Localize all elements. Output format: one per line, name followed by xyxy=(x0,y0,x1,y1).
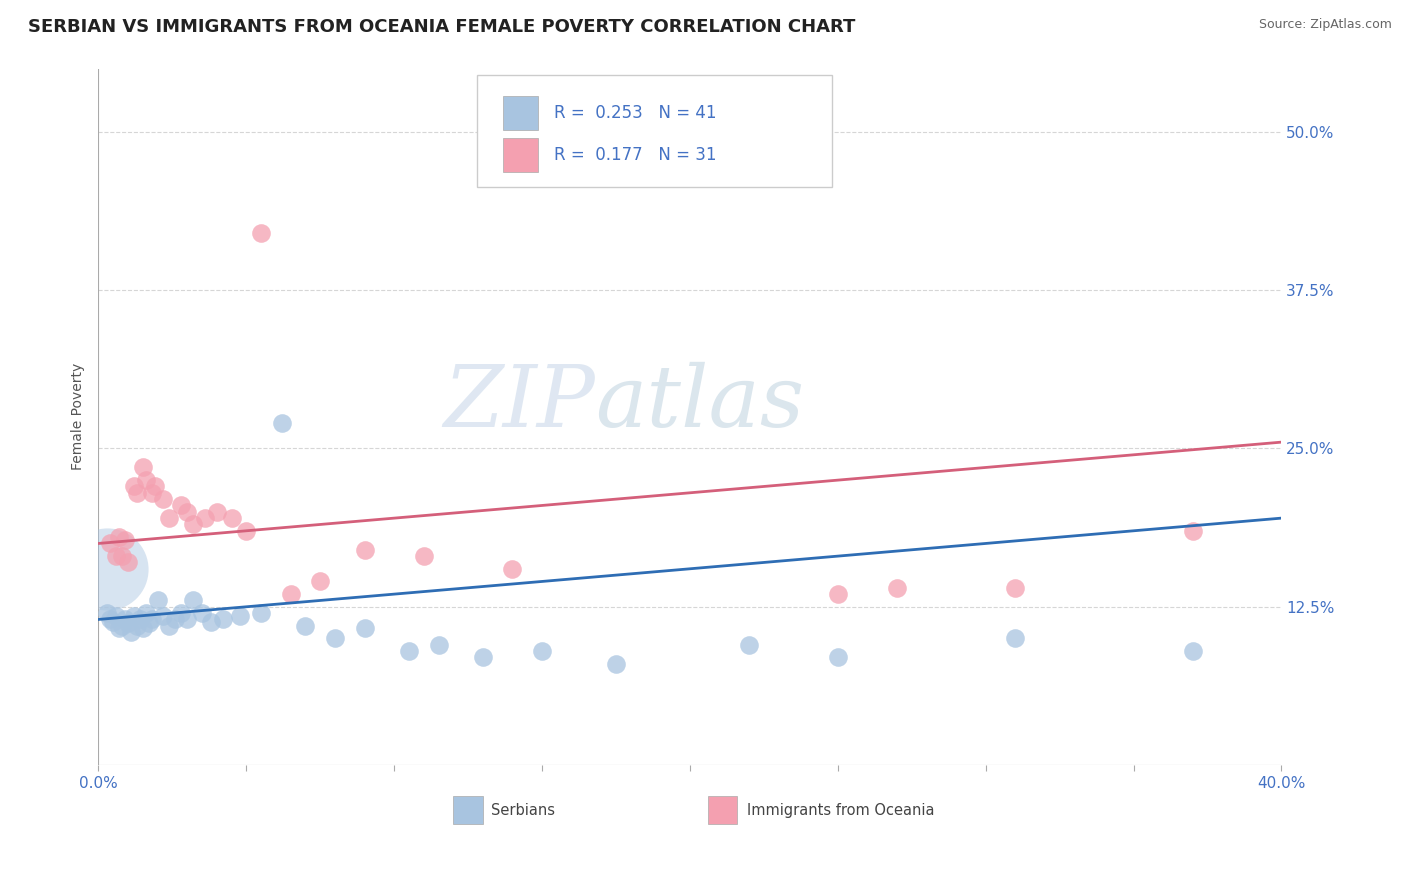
Point xyxy=(152,608,174,623)
Point xyxy=(141,612,163,626)
Point xyxy=(138,616,160,631)
Point xyxy=(471,650,494,665)
Point xyxy=(176,505,198,519)
Point xyxy=(98,536,121,550)
Point xyxy=(211,612,233,626)
Y-axis label: Female Poverty: Female Poverty xyxy=(72,363,86,470)
Point xyxy=(205,505,228,519)
Bar xyxy=(453,797,482,824)
Point xyxy=(181,517,204,532)
Point xyxy=(1004,581,1026,595)
Point xyxy=(176,612,198,626)
Point xyxy=(132,460,155,475)
Point xyxy=(531,644,554,658)
Point xyxy=(194,511,217,525)
Point xyxy=(250,226,273,240)
Point xyxy=(103,615,125,629)
Point xyxy=(98,612,121,626)
Bar xyxy=(707,797,737,824)
Point xyxy=(229,608,252,623)
Point xyxy=(96,562,118,576)
Point xyxy=(105,549,128,563)
Point xyxy=(353,542,375,557)
Point xyxy=(1181,644,1204,658)
Point xyxy=(181,593,204,607)
Point xyxy=(122,608,145,623)
Point xyxy=(114,612,136,626)
Point xyxy=(146,593,169,607)
Text: Source: ZipAtlas.com: Source: ZipAtlas.com xyxy=(1258,18,1392,31)
Point xyxy=(827,650,849,665)
Point xyxy=(605,657,627,671)
Point xyxy=(105,608,128,623)
Text: R =  0.253   N = 41: R = 0.253 N = 41 xyxy=(554,104,717,122)
Point xyxy=(200,615,222,629)
FancyBboxPatch shape xyxy=(477,76,832,187)
Point xyxy=(117,556,139,570)
Bar xyxy=(503,96,538,130)
Point xyxy=(117,616,139,631)
Point xyxy=(827,587,849,601)
Point xyxy=(170,499,193,513)
Point xyxy=(141,485,163,500)
Bar xyxy=(503,138,538,171)
Text: Immigrants from Oceania: Immigrants from Oceania xyxy=(747,803,934,818)
Point xyxy=(427,638,450,652)
Point xyxy=(309,574,332,589)
Point xyxy=(165,612,187,626)
Point xyxy=(125,619,148,633)
Point xyxy=(157,619,180,633)
Point xyxy=(96,606,118,620)
Text: ZIP: ZIP xyxy=(443,361,595,444)
Point xyxy=(280,587,302,601)
Text: R =  0.177   N = 31: R = 0.177 N = 31 xyxy=(554,146,717,164)
Point xyxy=(111,549,134,563)
Point xyxy=(157,511,180,525)
Point xyxy=(143,479,166,493)
Point xyxy=(152,492,174,507)
Point xyxy=(501,562,523,576)
Point xyxy=(128,612,150,626)
Point xyxy=(412,549,434,563)
Point xyxy=(122,479,145,493)
Point xyxy=(235,524,257,538)
Point xyxy=(132,621,155,635)
Point xyxy=(1181,524,1204,538)
Point xyxy=(120,625,142,640)
Point xyxy=(294,619,316,633)
Point xyxy=(353,621,375,635)
Point xyxy=(111,619,134,633)
Text: SERBIAN VS IMMIGRANTS FROM OCEANIA FEMALE POVERTY CORRELATION CHART: SERBIAN VS IMMIGRANTS FROM OCEANIA FEMAL… xyxy=(28,18,855,36)
Point xyxy=(170,606,193,620)
Point xyxy=(323,632,346,646)
Point xyxy=(250,606,273,620)
Point xyxy=(125,485,148,500)
Point xyxy=(738,638,761,652)
Point xyxy=(398,644,420,658)
Point xyxy=(270,416,292,430)
Point xyxy=(108,621,131,635)
Point xyxy=(886,581,908,595)
Point xyxy=(135,606,157,620)
Point xyxy=(135,473,157,487)
Point xyxy=(191,606,214,620)
Point xyxy=(114,533,136,547)
Point xyxy=(108,530,131,544)
Point xyxy=(221,511,243,525)
Text: atlas: atlas xyxy=(595,361,804,444)
Text: Serbians: Serbians xyxy=(491,803,555,818)
Point xyxy=(1004,632,1026,646)
